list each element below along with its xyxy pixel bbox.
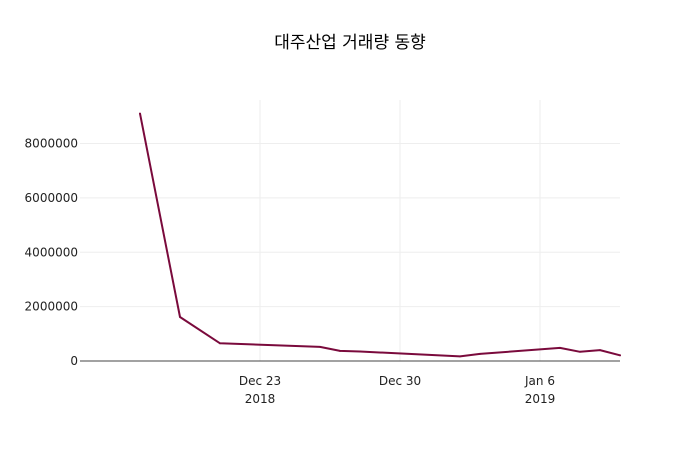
x-tick-label: Dec 30 bbox=[379, 374, 421, 388]
x-tick-label: Dec 23 bbox=[239, 374, 281, 388]
y-tick-label: 0 bbox=[70, 354, 78, 368]
x-tick-year-label: 2019 bbox=[525, 392, 556, 406]
data-point bbox=[599, 349, 601, 352]
data-point bbox=[339, 350, 341, 352]
grid-layer bbox=[80, 100, 620, 361]
y-tick-label: 6000000 bbox=[25, 191, 78, 205]
data-point bbox=[319, 345, 321, 348]
x-tick-year-label: 2018 bbox=[245, 392, 276, 406]
data-point bbox=[479, 353, 481, 355]
series-layer bbox=[139, 112, 621, 358]
data-point bbox=[139, 112, 141, 115]
tick-label-layer: 0 2000000 4000000 6000000 8000000 Dec 23 2018 D… bbox=[25, 137, 556, 407]
y-tick-label: 8000000 bbox=[25, 137, 78, 151]
data-point bbox=[459, 355, 461, 358]
y-tick-label: 2000000 bbox=[25, 300, 78, 314]
data-point bbox=[579, 350, 581, 353]
series-line bbox=[139, 112, 621, 358]
data-point bbox=[359, 350, 361, 353]
x-tick-label: Jan 6 bbox=[524, 374, 555, 388]
data-point bbox=[219, 342, 221, 345]
data-point bbox=[619, 354, 621, 357]
y-tick-label: 4000000 bbox=[25, 245, 78, 259]
chart-title: 대주산업 거래량 동향 bbox=[274, 33, 426, 53]
data-point bbox=[179, 316, 181, 318]
data-point bbox=[559, 347, 561, 349]
